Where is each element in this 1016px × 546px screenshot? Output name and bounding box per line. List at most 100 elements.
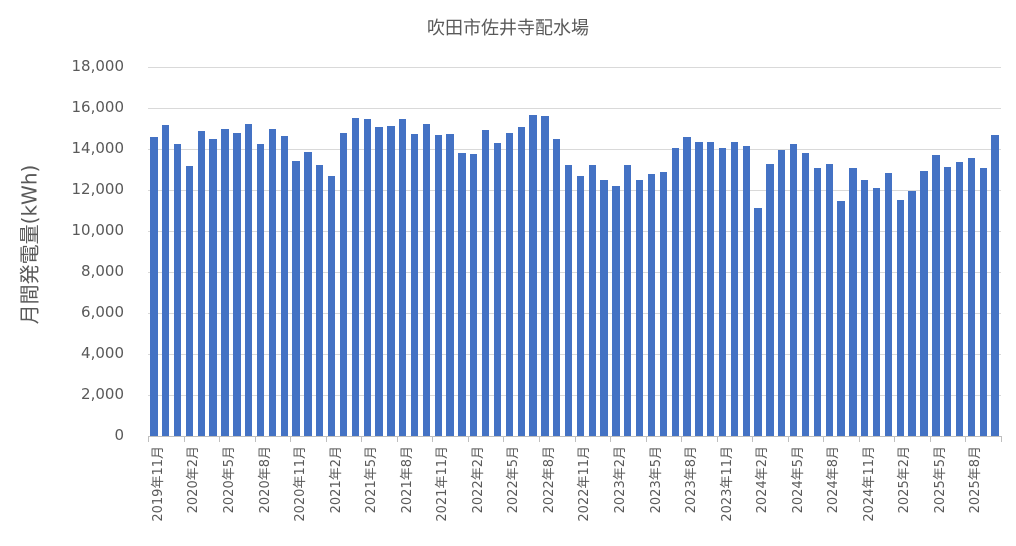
bar <box>920 170 928 436</box>
bar <box>505 133 513 436</box>
bar <box>173 144 182 436</box>
bar <box>849 167 857 436</box>
bar <box>730 141 739 436</box>
bar <box>647 173 656 436</box>
bar <box>896 200 904 436</box>
bar <box>304 152 312 436</box>
bar <box>813 168 822 436</box>
bar <box>280 136 288 436</box>
x-tick-mark <box>858 436 860 442</box>
gridline <box>148 313 1001 314</box>
bar <box>375 126 383 436</box>
bar <box>766 164 774 436</box>
x-tick-mark <box>325 436 327 442</box>
chart-title: 吹田市佐井寺配水場 <box>427 18 589 39</box>
x-tick-mark <box>361 436 363 442</box>
bar <box>624 165 632 436</box>
x-tick-label: 2022年8月 <box>541 446 557 514</box>
bar <box>991 134 999 436</box>
x-tick-label: 2022年5月 <box>506 446 522 514</box>
bar <box>209 138 217 436</box>
bar <box>659 172 668 436</box>
bar <box>470 154 478 436</box>
bar <box>434 135 442 436</box>
x-tick-mark <box>716 436 718 442</box>
x-tick-label: 2025年8月 <box>968 446 984 514</box>
x-tick-mark <box>965 436 967 442</box>
x-tick-label: 2022年2月 <box>470 446 486 514</box>
x-tick-mark <box>290 436 292 442</box>
bar <box>256 144 265 436</box>
bar <box>718 148 727 436</box>
x-tick-mark <box>467 436 469 442</box>
bar <box>422 124 431 436</box>
bar <box>837 201 845 436</box>
x-tick-mark <box>183 436 185 442</box>
y-tick-label: 2,000 <box>81 385 124 403</box>
x-tick-label: 2021年5月 <box>364 446 380 514</box>
x-tick-mark <box>1001 436 1002 442</box>
bar <box>576 176 585 436</box>
bar <box>327 176 336 436</box>
bar <box>790 144 798 436</box>
y-tick-label: 0 <box>114 426 124 444</box>
x-tick-mark <box>894 436 896 442</box>
bar <box>529 115 537 436</box>
x-tick-label: 2021年11月 <box>435 446 451 522</box>
x-tick-label: 2023年11月 <box>719 446 735 522</box>
x-tick-mark <box>929 436 931 442</box>
x-tick-mark <box>254 436 256 442</box>
bar <box>742 146 750 436</box>
bar <box>363 118 371 436</box>
x-tick-label: 2024年11月 <box>861 446 877 522</box>
bar <box>671 147 679 436</box>
x-tick-mark <box>752 436 754 442</box>
x-tick-mark <box>823 436 825 442</box>
bar <box>233 133 241 436</box>
y-tick-label: 8,000 <box>81 262 124 280</box>
bar <box>564 165 573 436</box>
x-tick-label: 2024年8月 <box>826 446 842 514</box>
bar <box>967 157 976 436</box>
x-tick-mark <box>681 436 683 442</box>
x-tick-mark <box>645 436 647 442</box>
y-tick-label: 18,000 <box>71 57 125 75</box>
x-tick-label: 2024年5月 <box>790 446 806 514</box>
y-tick-label: 6,000 <box>81 303 124 321</box>
bar <box>351 118 359 436</box>
x-tick-label: 2020年11月 <box>293 446 309 522</box>
x-tick-label: 2021年8月 <box>399 446 415 514</box>
x-tick-label: 2020年2月 <box>186 446 202 514</box>
bar <box>707 141 715 436</box>
y-tick-label: 14,000 <box>71 139 125 157</box>
bar <box>778 150 786 436</box>
gridline <box>148 395 1001 396</box>
bar <box>316 165 324 436</box>
bar <box>683 137 691 436</box>
bar <box>197 130 205 436</box>
bar <box>944 167 952 436</box>
bar <box>754 208 762 436</box>
bar <box>979 168 987 436</box>
bar <box>553 138 561 436</box>
gridline <box>148 272 1001 273</box>
x-tick-label: 2025年5月 <box>932 446 948 514</box>
x-tick-label: 2025年2月 <box>897 446 913 514</box>
bar <box>162 125 170 436</box>
x-tick-mark <box>787 436 789 442</box>
bar <box>612 185 620 436</box>
x-tick-label: 2020年8月 <box>257 446 273 514</box>
gridline <box>148 231 1001 232</box>
bar <box>245 124 253 436</box>
bar <box>446 134 454 436</box>
bar <box>458 152 466 436</box>
y-tick-label: 12,000 <box>71 180 125 198</box>
x-tick-label: 2023年2月 <box>612 446 628 514</box>
x-tick-mark <box>148 436 149 442</box>
x-tick-mark <box>432 436 434 442</box>
gridline <box>148 190 1001 191</box>
x-tick-mark <box>538 436 540 442</box>
y-tick-label: 10,000 <box>71 221 125 239</box>
bar <box>339 132 348 436</box>
gridline <box>148 149 1001 150</box>
